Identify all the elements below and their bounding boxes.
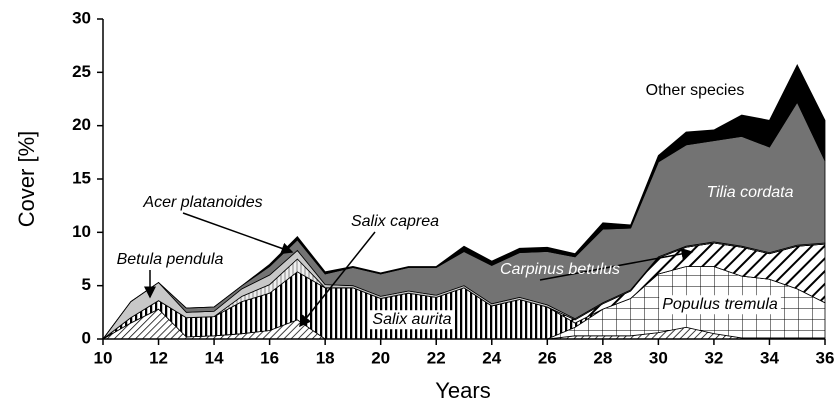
x-tick-label: 36 [816,348,835,367]
annotation-arrow [539,248,694,281]
series-label: Populus tremula [662,296,778,313]
plot-area [101,63,826,340]
x-axis-title: Years [435,378,490,403]
series-label: Tilia cordata [706,184,793,201]
series-label: Betula pendula [117,251,224,268]
x-tick-label: 16 [260,348,279,367]
x-tick-label: 26 [538,348,557,367]
x-tick-label: 32 [704,348,723,367]
x-tick-label: 28 [593,348,612,367]
x-tick-label: 12 [149,348,168,367]
y-tick-label: 10 [72,222,91,241]
area [102,63,826,340]
y-axis-title: Cover [%] [14,131,39,228]
annotation-arrow [299,231,376,328]
series-label: Other species [646,82,745,99]
y-tick-label: 25 [72,62,91,81]
x-tick-label: 18 [316,348,335,367]
y-tick-label: 15 [72,168,91,187]
series-label: Carpinus betulus [500,261,620,278]
x-tick-label: 30 [649,348,668,367]
series-label: Salix caprea [351,213,439,230]
x-tick-label: 20 [371,348,390,367]
y-tick-label: 0 [82,328,91,347]
series-label: Salix aurita [372,311,451,328]
label-background [659,295,781,315]
label-background [369,310,455,330]
series-label: Acer platanoides [142,194,262,211]
y-tick-label: 5 [82,275,91,294]
x-tick-label: 22 [427,348,446,367]
x-tick-label: 34 [760,348,779,367]
y-tick-label: 20 [72,115,91,134]
x-tick-label: 14 [205,348,224,367]
y-tick-label: 30 [72,8,91,27]
annotation-arrow [182,212,294,255]
x-tick-label: 10 [94,348,113,367]
x-tick-label: 24 [482,348,501,367]
